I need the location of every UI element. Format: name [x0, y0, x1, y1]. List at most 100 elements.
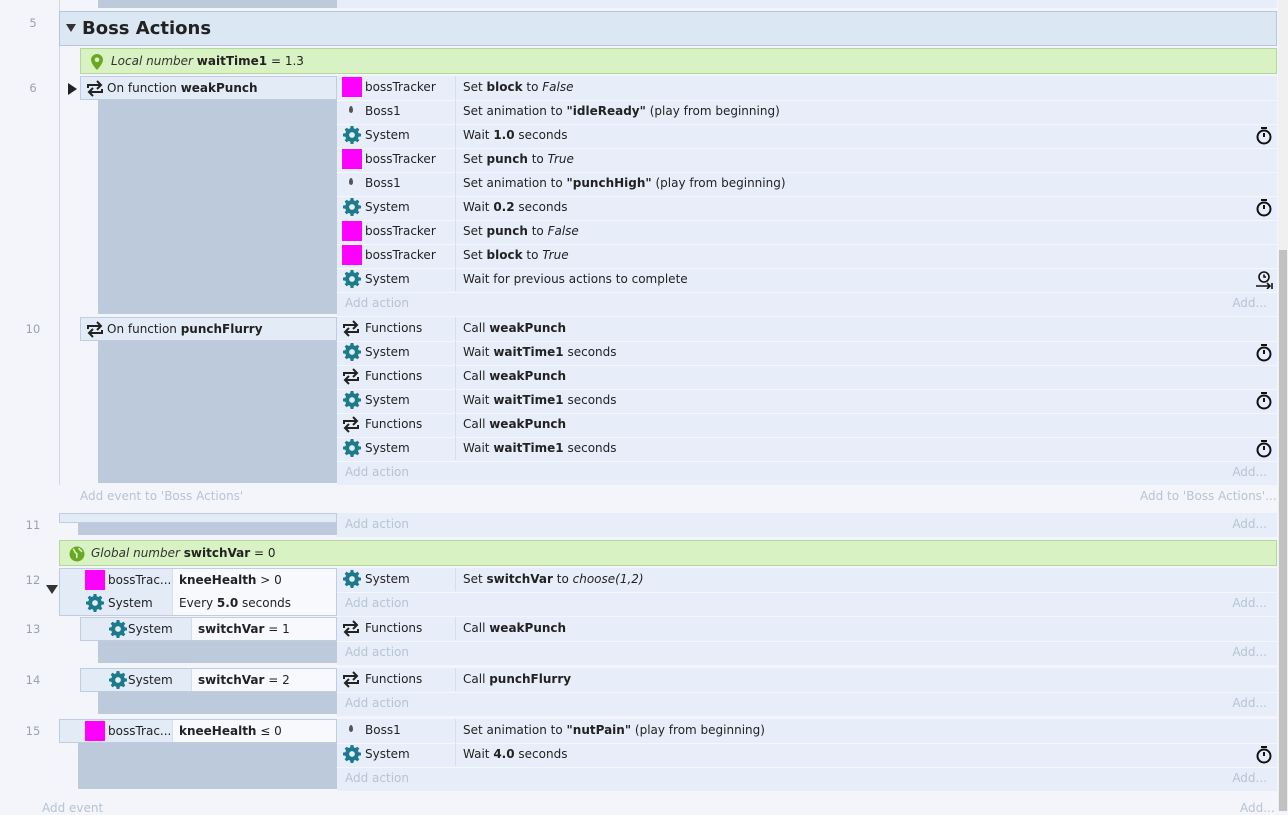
action-text: Set animation to "idleReady" (play from … — [463, 100, 780, 123]
action-text-part: block — [486, 248, 523, 262]
add-more-button[interactable]: Add... — [1232, 696, 1267, 710]
condition-suffix: seconds — [238, 596, 292, 610]
action-row[interactable]: Boss1 Set animation to "nutPain" (play fr… — [337, 719, 1277, 744]
action-row[interactable]: Functions Call weakPunch — [337, 617, 1277, 642]
action-text-part: seconds — [514, 128, 568, 142]
collapse-triangle-icon[interactable] — [46, 585, 58, 594]
action-row[interactable]: bossTracker Set block to True — [337, 244, 1277, 269]
line-number: 15 — [25, 724, 41, 738]
add-more-button[interactable]: Add... — [1232, 465, 1267, 479]
expand-triangle-icon[interactable] — [68, 83, 77, 95]
add-action-row[interactable]: Add action Add... — [337, 513, 1277, 537]
add-action-row[interactable]: Add action Add... — [337, 292, 1277, 316]
group-header[interactable]: Boss Actions — [59, 11, 1277, 46]
action-row[interactable]: System Wait 4.0 seconds — [337, 743, 1277, 768]
stopwatch-icon — [1256, 127, 1272, 145]
action-row[interactable]: Functions Call weakPunch — [337, 413, 1277, 438]
action-row[interactable]: System Wait for previous actions to compl… — [337, 268, 1277, 293]
add-action-row[interactable]: Add action Add... — [337, 692, 1277, 716]
condition-object: System — [128, 673, 173, 687]
action-row[interactable]: Functions Call punchFlurry — [337, 668, 1277, 693]
add-action-button[interactable]: Add action — [345, 771, 409, 785]
vertical-scrollbar[interactable] — [1278, 0, 1288, 811]
condition[interactable]: On function weakPunch — [80, 76, 337, 100]
action-object-name: System — [365, 393, 410, 407]
action-text-part: Wait — [463, 441, 494, 455]
add-event-link[interactable]: Add event — [42, 801, 104, 815]
add-action-row[interactable]: Add action Add... — [337, 461, 1277, 485]
condition[interactable]: bossTrac... kneeHealth ≤ 0 — [59, 719, 337, 743]
add-more-button[interactable]: Add... — [1232, 771, 1267, 785]
add-more-button[interactable]: Add... — [1232, 296, 1267, 310]
action-row[interactable]: System Wait waitTime1 seconds — [337, 437, 1277, 462]
function-loop-icon — [343, 671, 359, 688]
action-row[interactable]: System Wait waitTime1 seconds — [337, 341, 1277, 366]
condition[interactable]: System switchVar = 1 — [80, 617, 337, 641]
variable-value: = 1.3 — [270, 54, 304, 68]
add-action-row[interactable]: Add action Add... — [337, 767, 1277, 791]
condition[interactable]: On function punchFlurry — [80, 317, 337, 341]
variable-name: switchVar — [183, 546, 251, 560]
condition-object: bossTrac... — [108, 724, 172, 738]
action-text-part: to — [527, 152, 548, 166]
collapse-triangle-icon[interactable] — [66, 24, 76, 32]
action-row[interactable]: Functions Call weakPunch — [337, 317, 1277, 342]
add-action-row[interactable]: Add action Add... — [337, 641, 1277, 665]
action-object-name: System — [365, 572, 410, 586]
action-text-part: Wait — [463, 200, 494, 214]
action-row[interactable]: bossTracker Set block to False — [337, 76, 1277, 101]
action-row[interactable]: System Set switchVar to choose(1,2) — [337, 568, 1277, 593]
add-action-button[interactable]: Add action — [345, 645, 409, 659]
global-variable[interactable]: Global number switchVar = 0 — [59, 540, 1277, 566]
gear-icon — [343, 126, 361, 144]
action-text: Wait 4.0 seconds — [463, 743, 567, 766]
local-variable[interactable]: Local number waitTime1 = 1.3 — [80, 48, 1277, 74]
action-row[interactable]: bossTracker Set punch to False — [337, 220, 1277, 245]
add-action-button[interactable]: Add action — [345, 696, 409, 710]
action-text: Call weakPunch — [463, 317, 566, 340]
gear-icon — [343, 570, 361, 588]
action-text-part: True — [542, 248, 569, 262]
condition-prefix: On function — [107, 322, 181, 336]
action-row[interactable]: System Wait waitTime1 seconds — [337, 389, 1277, 414]
action-row[interactable]: Boss1 Set animation to "punchHigh" (play … — [337, 172, 1277, 197]
action-text-part: Call — [463, 369, 490, 383]
condition[interactable]: bossTrac... kneeHealth > 0 — [59, 568, 337, 592]
condition[interactable]: System switchVar = 2 — [80, 668, 337, 692]
action-object-name: System — [365, 272, 410, 286]
action-row[interactable]: System Wait 0.2 seconds — [337, 196, 1277, 221]
action-row[interactable]: Functions Call weakPunch — [337, 365, 1277, 390]
add-more-button[interactable]: Add... — [1232, 645, 1267, 659]
gear-icon — [343, 270, 361, 288]
action-text-part: punch — [486, 224, 528, 238]
add-link[interactable]: Add... — [1240, 801, 1275, 815]
condition[interactable]: System Every 5.0 seconds — [59, 592, 337, 616]
add-event-to-group-link[interactable]: Add event to 'Boss Actions' — [80, 489, 244, 503]
actions-block: bossTracker Set block to False Boss1 Set an… — [337, 76, 1277, 316]
action-text-part: switchVar — [486, 572, 553, 586]
add-action-row[interactable]: Add action Add... — [337, 592, 1277, 616]
action-object: bossTracker — [337, 148, 456, 171]
action-object-name: System — [365, 128, 410, 142]
empty-condition[interactable] — [59, 513, 337, 523]
action-text-part: seconds — [563, 441, 617, 455]
add-action-button[interactable]: Add action — [345, 596, 409, 610]
action-text-part: True — [547, 152, 574, 166]
action-row[interactable]: Boss1 Set animation to "idleReady" (play … — [337, 100, 1277, 125]
add-action-button[interactable]: Add action — [345, 517, 409, 531]
add-more-button[interactable]: Add... — [1232, 517, 1267, 531]
add-to-group-link[interactable]: Add to 'Boss Actions'... — [1140, 489, 1277, 503]
condition-text: switchVar = 1 — [191, 618, 336, 640]
condition-text: switchVar = 2 — [191, 669, 336, 691]
action-text: Wait waitTime1 seconds — [463, 341, 617, 364]
action-row[interactable]: bossTracker Set punch to True — [337, 148, 1277, 173]
add-action-button[interactable]: Add action — [345, 465, 409, 479]
scrollbar-thumb[interactable] — [1279, 250, 1287, 811]
action-text-part: Set — [463, 80, 487, 94]
action-object: Functions — [337, 365, 456, 388]
action-row[interactable]: System Wait 1.0 seconds — [337, 124, 1277, 149]
action-text-part: (play from beginning) — [631, 723, 765, 737]
add-more-button[interactable]: Add... — [1232, 596, 1267, 610]
action-text: Call weakPunch — [463, 413, 566, 436]
add-action-button[interactable]: Add action — [345, 296, 409, 310]
